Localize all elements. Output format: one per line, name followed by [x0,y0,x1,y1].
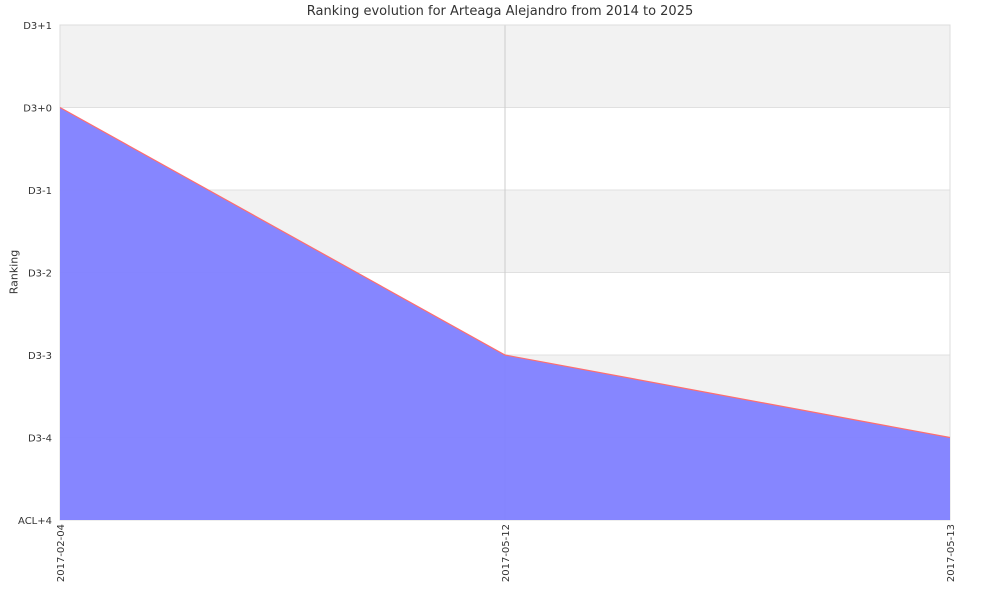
y-tick-label: ACL+4 [18,516,52,527]
y-tick-label: D3+0 [23,104,52,115]
ranking-line [59,106,951,439]
ranking-area [60,107,950,520]
y-tick-label: D3+1 [23,21,52,32]
y-tick-label: D3-4 [28,434,52,445]
y-tick-label: D3-2 [28,269,52,280]
x-tick-label: 2017-02-04 [56,524,67,582]
x-tick-label: 2017-05-13 [946,524,957,582]
y-tick-label: D3-3 [28,351,52,362]
y-tick-label: D3-1 [28,186,52,197]
chart-title: Ranking evolution for Arteaga Alejandro … [306,4,694,19]
x-tick-label: 2017-05-12 [501,524,512,582]
